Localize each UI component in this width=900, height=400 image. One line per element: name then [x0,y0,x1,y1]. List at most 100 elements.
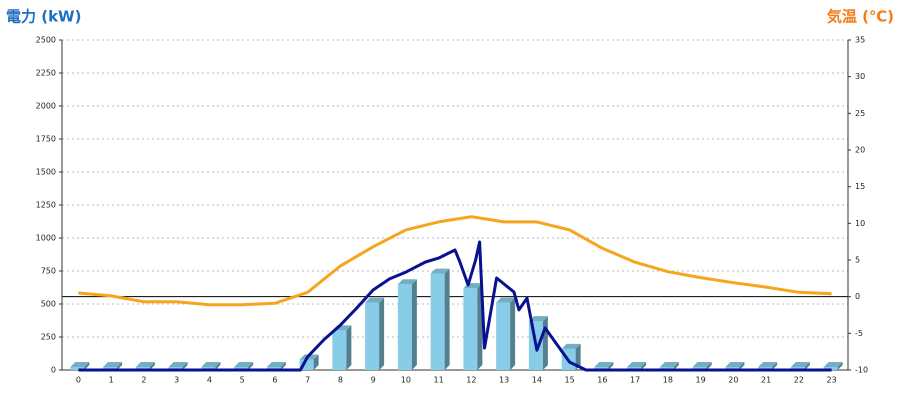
bar-top [561,343,581,349]
x-tick-label: 12 [466,376,476,385]
bar-side [379,297,385,370]
y2-tick-label: 5 [855,256,860,265]
bar-top [496,297,516,303]
y2-tick-label: -5 [855,329,863,338]
x-tick-label: 9 [371,376,376,385]
y-tick-label: 2500 [36,36,56,45]
bar-side [706,362,712,370]
bar-side [444,268,450,370]
bar-side [739,362,745,370]
y-tick-label: 2000 [36,102,56,111]
bar-top [430,268,450,274]
bar [496,297,516,370]
y-tick-label: 750 [41,267,56,276]
bar-side [673,362,679,370]
bar-top [659,362,679,367]
x-tick-label: 8 [338,376,343,385]
bar-side [641,362,647,370]
line [78,240,832,372]
bar-side [411,279,417,370]
bar-top [70,362,90,367]
y2-tick-label: 35 [855,36,865,45]
bar-top [365,297,385,303]
bar-side [149,362,155,370]
y-tick-label: 500 [41,300,56,309]
x-tick-label: 13 [499,376,509,385]
bar-side [804,362,810,370]
bar [463,283,483,370]
y-tick-label: 1000 [36,234,56,243]
y2-tick-label: 0 [855,292,860,301]
y-tick-label: 0 [51,366,56,375]
bar-top [725,362,745,367]
x-tick-label: 10 [401,376,411,385]
bar-side [346,325,352,370]
bar-top [201,362,221,367]
bar-side [542,316,548,370]
bar-side [84,362,90,370]
y2-tick-label: -10 [855,366,868,375]
bar-top [168,362,188,367]
y2-tick-label: 25 [855,109,865,118]
x-tick-label: 1 [109,376,114,385]
x-tick-label: 16 [597,376,607,385]
x-tick-label: 0 [76,376,81,385]
bar-top [234,362,254,367]
bar-top [397,279,417,285]
x-tick-label: 17 [630,376,640,385]
x-tick-label: 3 [174,376,179,385]
bar [397,279,417,370]
y-tick-label: 250 [41,333,56,342]
y2-axis-title: 気温 (℃) [827,8,894,26]
y-axis-title: 電力 (kW) [6,8,81,26]
bar [430,268,450,370]
y2-tick-label: 30 [855,72,865,81]
bar-front [365,302,380,370]
y-tick-label: 1500 [36,168,56,177]
bar-side [575,343,581,370]
bar-top [266,362,286,367]
x-tick-label: 21 [761,376,771,385]
y-tick-label: 1250 [36,201,56,210]
bar-front [496,302,511,370]
x-tick-label: 7 [305,376,310,385]
bar-front [463,288,478,370]
bar-top [135,362,155,367]
y-tick-label: 1750 [36,135,56,144]
bar-side [182,362,188,370]
bar-top [790,362,810,367]
bar [365,297,385,370]
y2-tick-label: 20 [855,146,865,155]
x-tick-label: 14 [532,376,542,385]
x-tick-label: 11 [434,376,444,385]
x-tick-label: 4 [207,376,212,385]
x-tick-label: 2 [141,376,146,385]
x-tick-label: 15 [565,376,575,385]
bar-top [758,362,778,367]
bar-side [772,362,778,370]
bar-side [510,297,516,370]
bar-top [528,316,548,322]
y2-tick-label: 10 [855,219,865,228]
bar-top [823,362,843,367]
x-tick-label: 20 [728,376,738,385]
bar-top [627,362,647,367]
bar-side [215,362,221,370]
x-tick-label: 23 [827,376,837,385]
bar-side [837,362,843,370]
x-tick-label: 22 [794,376,804,385]
bar-side [280,362,286,370]
x-tick-label: 19 [696,376,706,385]
bar-top [692,362,712,367]
bar-top [103,362,123,367]
bar-front [397,284,412,370]
bar-top [594,362,614,367]
bar-front [332,330,347,370]
bar-side [608,362,614,370]
y2-tick-label: 15 [855,182,865,191]
y-tick-label: 2250 [36,69,56,78]
bar-side [313,354,319,370]
x-tick-label: 6 [272,376,277,385]
bar-front [430,273,445,370]
